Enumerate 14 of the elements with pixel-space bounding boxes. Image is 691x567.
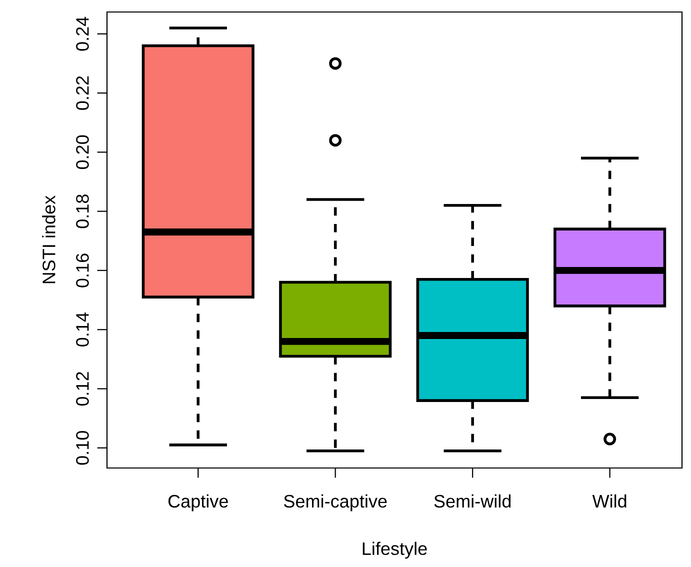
x-tick-label: Semi-wild (434, 494, 511, 508)
y-tick-label: 0.10 (76, 431, 89, 465)
x-tick-label: Semi-captive (284, 494, 387, 512)
y-tick-label: 0.14 (76, 312, 89, 346)
y-tick-label: 0.18 (76, 194, 89, 228)
y-tick-label: 0.16 (76, 254, 89, 288)
x-tick-label: Wild (592, 494, 626, 508)
x-axis-title: Lifestyle (362, 542, 427, 559)
y-tick-label: 0.20 (76, 135, 89, 170)
y-axis-title: NSTI index (42, 196, 56, 284)
x-tick-label: Captive (168, 494, 228, 512)
y-tick-label: 0.12 (76, 372, 89, 406)
y-tick-label: 0.22 (76, 76, 89, 110)
y-tick-label: 0.24 (76, 16, 89, 51)
